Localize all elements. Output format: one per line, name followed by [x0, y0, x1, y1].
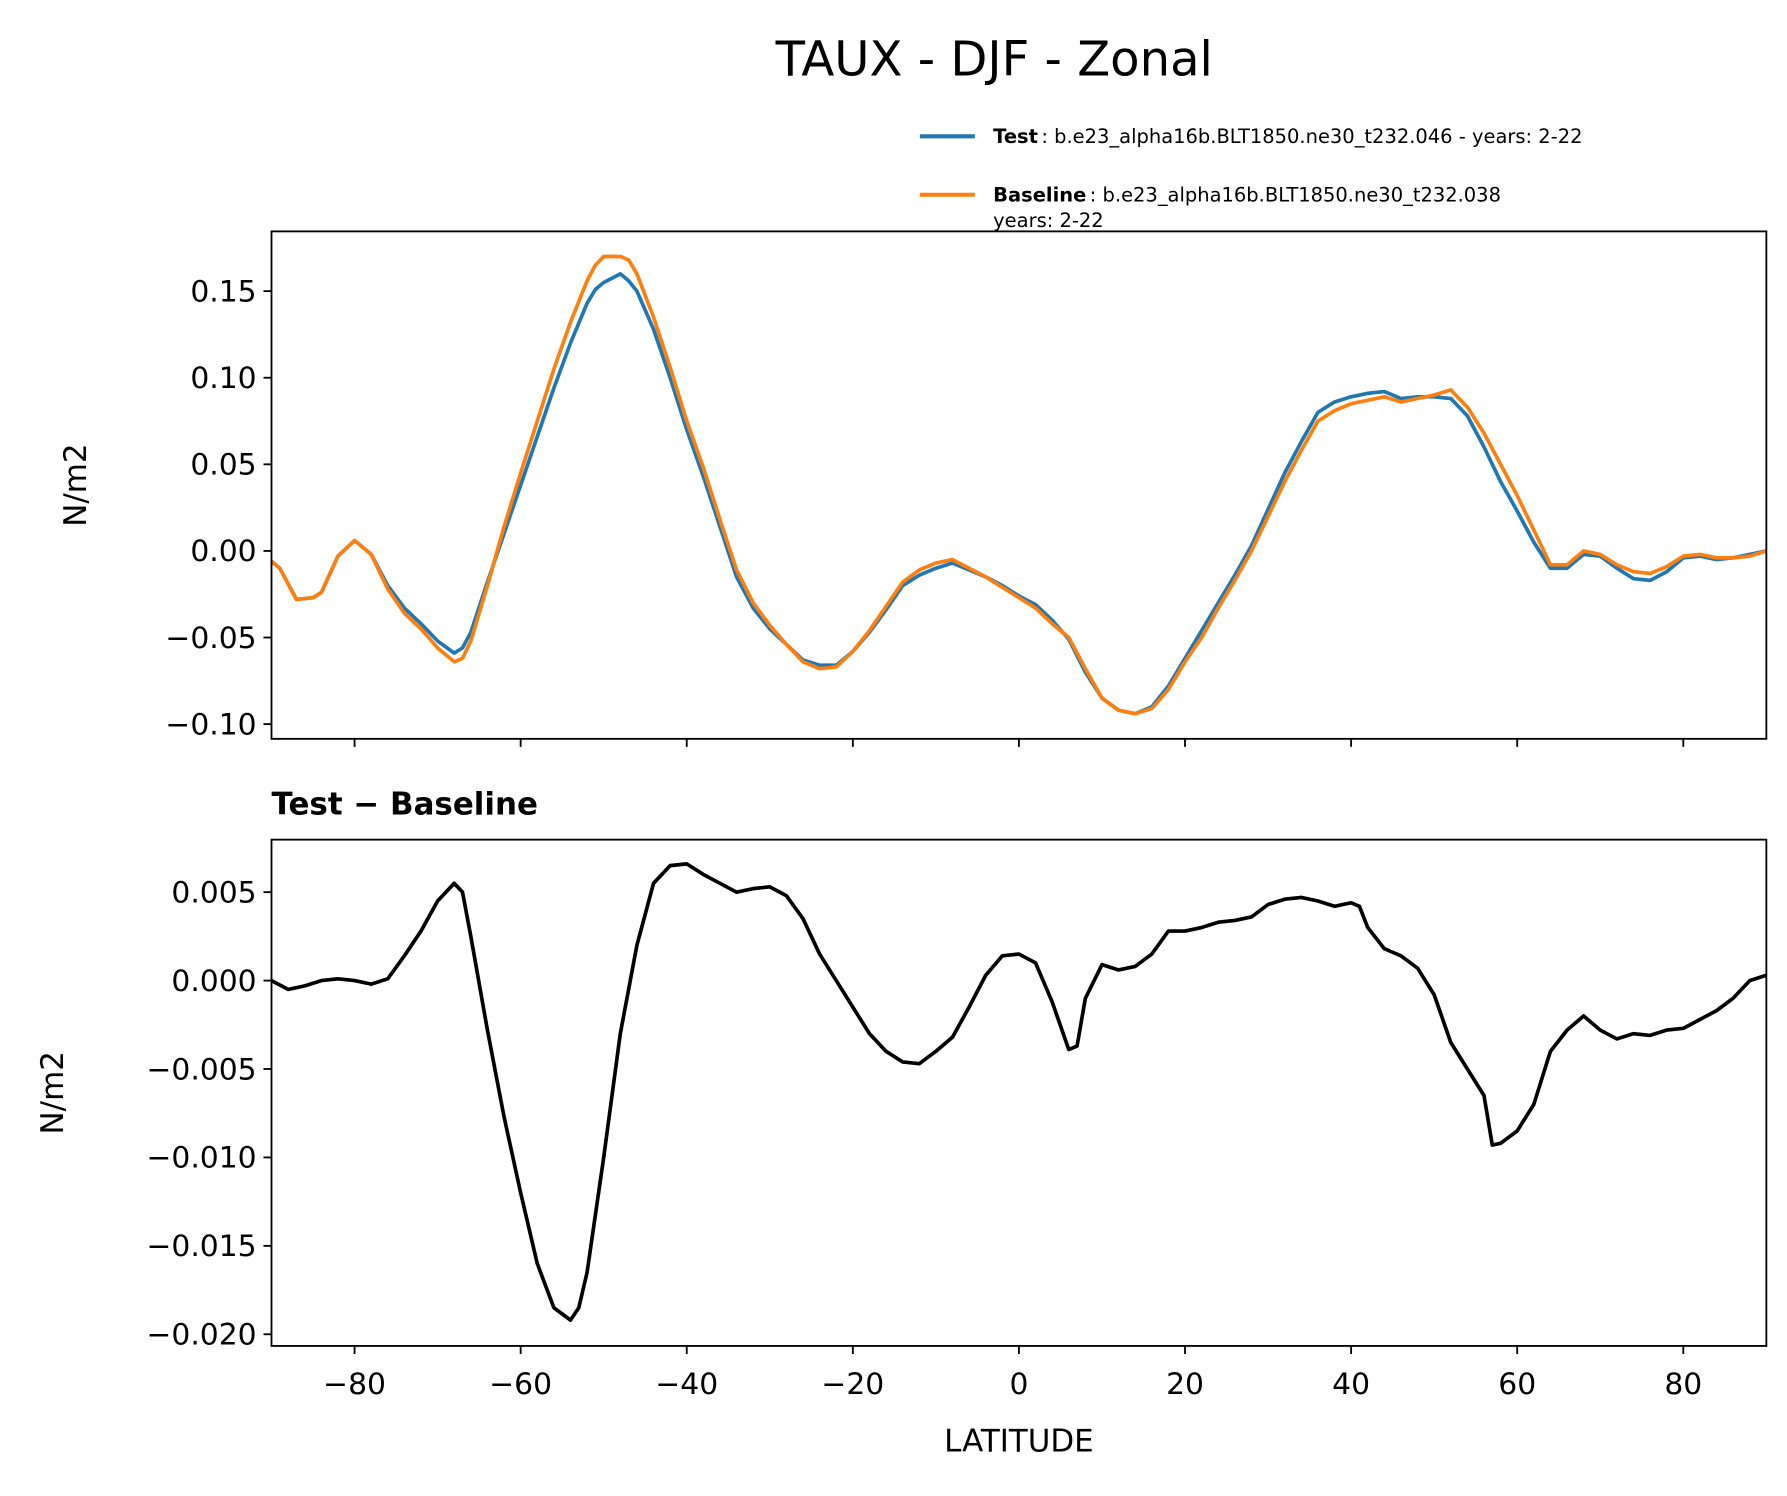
- legend-name: Baseline: [993, 184, 1086, 207]
- figure-title: TAUX - DJF - Zonal: [775, 32, 1213, 88]
- legend-text: years: 2-22: [993, 209, 1104, 232]
- data-line: [270, 254, 1767, 716]
- legend-name: Test: [993, 125, 1038, 148]
- x-axis-label: LATITUDE: [944, 1423, 1094, 1459]
- axes-frame: [270, 230, 1768, 740]
- y-tick-label: 0.000: [171, 964, 256, 999]
- y-tick-label: 0.15: [190, 274, 256, 309]
- y-tick-label: 0.10: [190, 361, 256, 396]
- y-tick-label: −0.020: [146, 1318, 256, 1353]
- y-tick-label: −0.05: [165, 621, 256, 656]
- legend-label: Baseline: b.e23_alpha16b.BLT1850.ne30_t2…: [993, 184, 1501, 207]
- x-tick-label: 0: [1009, 1367, 1028, 1402]
- y-tick-label: −0.015: [146, 1229, 256, 1264]
- x-tick-label: −20: [821, 1367, 884, 1402]
- legend-text: : b.e23_alpha16b.BLT1850.ne30_t232.046 -…: [1041, 125, 1582, 148]
- y-tick-label: 0.005: [171, 875, 256, 910]
- y-tick-label: −0.010: [146, 1141, 256, 1176]
- y-axis-label: N/m2: [58, 443, 94, 526]
- y-tick-label: 0.05: [190, 448, 256, 483]
- legend-text: : b.e23_alpha16b.BLT1850.ne30_t232.038: [1090, 184, 1501, 207]
- y-tick-label: −0.10: [165, 707, 256, 742]
- x-tick-label: 60: [1498, 1367, 1536, 1402]
- x-tick-label: 40: [1332, 1367, 1370, 1402]
- data-line: [270, 862, 1767, 1322]
- y-tick-label: −0.005: [146, 1052, 256, 1087]
- data-line: [270, 271, 1767, 716]
- x-tick-label: −40: [655, 1367, 718, 1402]
- axes-title: Test − Baseline: [272, 786, 538, 822]
- x-tick-label: −60: [489, 1367, 552, 1402]
- x-tick-label: 20: [1166, 1367, 1204, 1402]
- y-axis-label: N/m2: [35, 1051, 71, 1134]
- axes-frame: [270, 838, 1768, 1347]
- x-tick-label: −80: [323, 1367, 386, 1402]
- x-tick-label: 80: [1664, 1367, 1702, 1402]
- legend-label: Test: b.e23_alpha16b.BLT1850.ne30_t232.0…: [993, 125, 1582, 148]
- y-tick-label: 0.00: [190, 534, 256, 569]
